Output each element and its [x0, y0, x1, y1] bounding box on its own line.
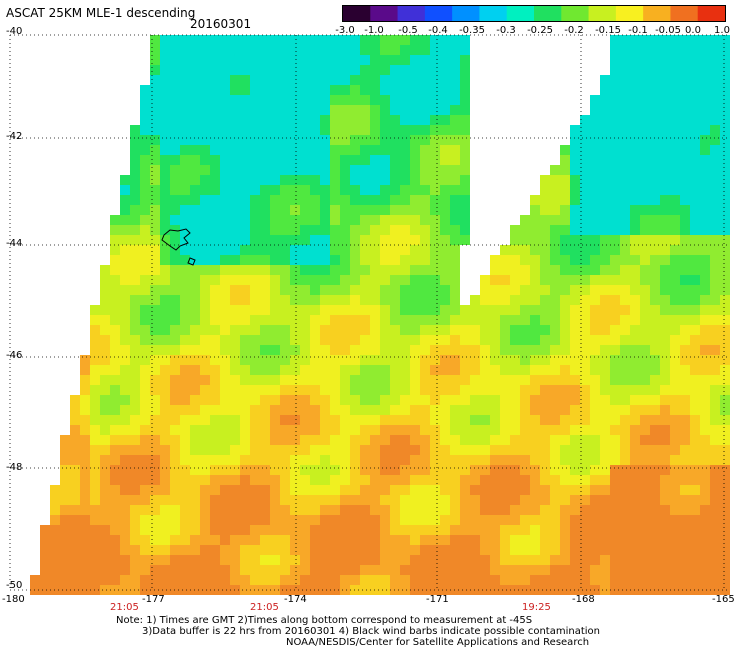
colorbar-tick: -0.1 [628, 25, 648, 36]
colorbar-tick: -0.15 [595, 25, 621, 36]
wind-field-swaths [30, 35, 730, 595]
colorbar-tick: -0.25 [527, 25, 553, 36]
footnote-line: Note: 1) Times are GMT 2)Times along bot… [116, 615, 533, 626]
colorbar-tick-labels: -3.0 -1.0 -0.5 -0.4 -0.35 -0.3 -0.25 -0.… [330, 25, 730, 39]
lat-label: -40 [6, 26, 23, 37]
colorbar-tick: -0.3 [496, 25, 516, 36]
colorbar-tick: 1.0 [714, 25, 730, 36]
colorbar-tick: -3.0 [335, 25, 355, 36]
colorbar-tick: 0.0 [685, 25, 701, 36]
map-title: ASCAT 25KM MLE-1 descending [6, 6, 196, 20]
pass-time-label: 21:05 [250, 602, 279, 613]
footnote-credit: NOAA/NESDIS/Center for Satellite Applica… [286, 637, 590, 648]
colorbar-tick: -0.35 [459, 25, 485, 36]
lon-label: -180 [2, 594, 25, 605]
lat-label: -48 [6, 462, 23, 473]
lat-label: -42 [6, 131, 23, 142]
lon-label: -165 [712, 594, 735, 605]
pass-time-label: 19:25 [522, 602, 551, 613]
footnote-line: 3)Data buffer is 22 hrs from 20160301 4)… [142, 626, 600, 637]
colorbar-swatch [370, 6, 399, 21]
colorbar [342, 5, 726, 22]
island-outline [161, 228, 196, 266]
lat-label: -46 [6, 350, 23, 361]
pass-time-label: 21:05 [110, 602, 139, 613]
colorbar-swatch [534, 6, 562, 21]
lat-label: -50 [6, 580, 23, 591]
colorbar-swatch [506, 6, 535, 21]
colorbar-tick: -0.5 [398, 25, 418, 36]
colorbar-tick: -0.05 [655, 25, 681, 36]
map-date: 20160301 [190, 17, 252, 31]
colorbar-tick: -1.0 [364, 25, 384, 36]
lat-label: -44 [6, 238, 23, 249]
colorbar-gradient [343, 6, 726, 21]
colorbar-swatch [643, 6, 671, 21]
footnotes: Note: 1) Times are GMT 2)Times along bot… [116, 615, 600, 648]
colorbar-swatch [697, 6, 726, 21]
colorbar-swatch [452, 6, 480, 21]
colorbar-swatch [670, 6, 699, 21]
colorbar-swatch [424, 6, 453, 21]
colorbar-swatch [397, 6, 426, 21]
lon-label: -171 [426, 594, 449, 605]
colorbar-tick: -0.4 [428, 25, 448, 36]
lon-label: -174 [284, 594, 307, 605]
lat-lon-grid [9, 34, 730, 591]
colorbar-swatch [479, 6, 508, 21]
colorbar-swatch [343, 6, 371, 21]
colorbar-tick: -0.2 [564, 25, 584, 36]
colorbar-swatch [561, 6, 590, 21]
lon-label: -177 [142, 594, 165, 605]
colorbar-swatch [588, 6, 617, 21]
lon-label: -168 [572, 594, 595, 605]
colorbar-swatch [615, 6, 644, 21]
